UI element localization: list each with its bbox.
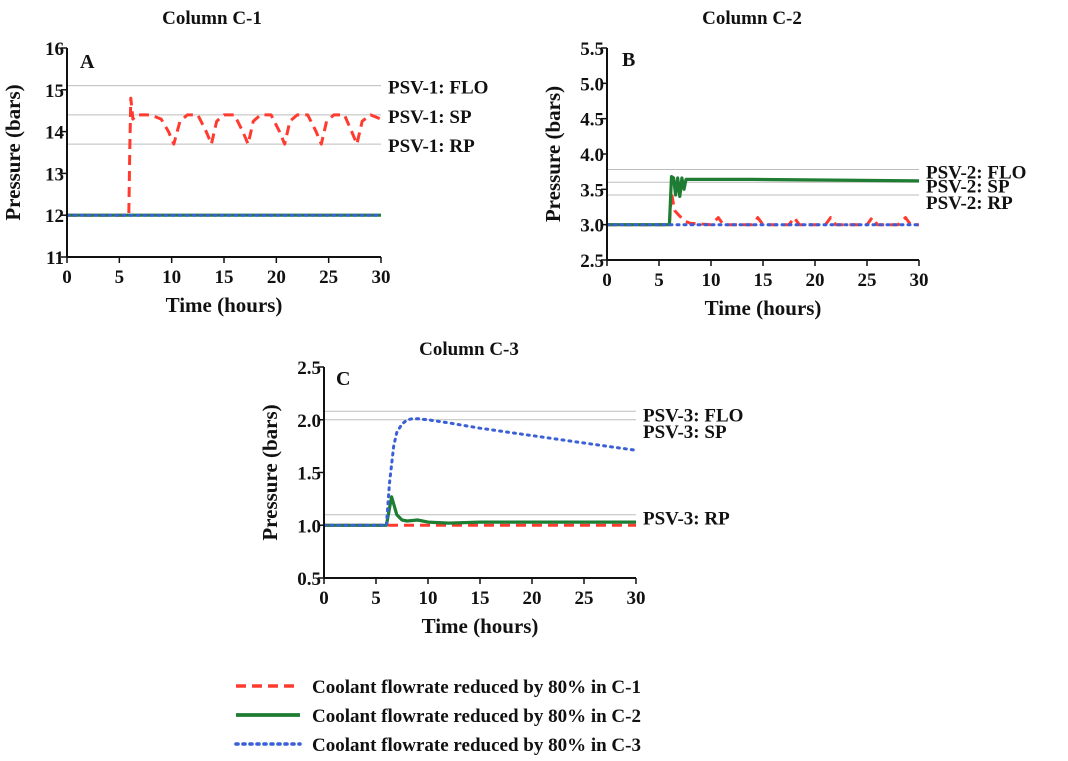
reference-line-label: PSV-1: SP: [388, 107, 472, 128]
x-tick-label: 30: [372, 267, 391, 288]
x-tick-label: 0: [319, 588, 329, 609]
legend-item-c2: Coolant flowrate reduced by 80% in C-2: [236, 706, 641, 727]
y-tick-label: 4.5: [580, 110, 604, 131]
chart-title: Column C-2: [702, 8, 802, 29]
x-tick-label: 30: [627, 588, 646, 609]
reference-line-label: PSV-2: FLO: [926, 163, 1026, 184]
x-tick-label: 0: [62, 267, 72, 288]
y-tick-label: 5.0: [580, 74, 604, 95]
legend: Coolant flowrate reduced by 80% in C-1 Co…: [234, 677, 641, 756]
reference-line-label: PSV-3: SP: [643, 422, 727, 443]
x-axis-label: Time (hours): [422, 614, 539, 638]
reference-line-label: PSV-3: RP: [643, 509, 730, 530]
y-tick-label: 16: [45, 39, 64, 60]
y-tick-label: 11: [46, 248, 64, 269]
x-tick-label: 5: [115, 267, 125, 288]
x-tick-label: 20: [523, 588, 542, 609]
x-tick-label: 10: [419, 588, 438, 609]
x-tick-label: 15: [215, 267, 234, 288]
y-tick-label: 0.5: [297, 569, 321, 590]
legend-label: Coolant flowrate reduced by 80% in C-1: [312, 677, 641, 698]
y-tick-label: 12: [45, 206, 64, 227]
y-tick-label: 1.0: [297, 516, 321, 537]
y-axis-label: Pressure (bars): [258, 404, 282, 540]
y-tick-label: 14: [45, 123, 65, 144]
x-tick-label: 15: [471, 588, 490, 609]
reference-line-label: PSV-1: FLO: [388, 78, 488, 99]
y-axis-label: Pressure (bars): [541, 86, 565, 222]
x-tick-label: 25: [319, 267, 338, 288]
legend-item-c3: Coolant flowrate reduced by 80% in C-3: [234, 735, 641, 756]
x-tick-label: 25: [575, 588, 594, 609]
x-tick-label: 0: [602, 270, 612, 291]
x-axis-label: Time (hours): [166, 293, 283, 317]
reference-line-label: PSV-2: RP: [926, 193, 1013, 214]
legend-label: Coolant flowrate reduced by 80% in C-3: [312, 735, 641, 756]
x-tick-label: 25: [858, 270, 877, 291]
series-line-c1: [607, 191, 919, 227]
y-tick-label: 3.0: [580, 216, 604, 237]
x-tick-label: 10: [702, 270, 721, 291]
y-tick-label: 5.5: [580, 39, 604, 60]
series-line-c2: [607, 175, 920, 227]
chart-panels: Column C-1 PSV-1: FLO PSV-1: SP PSV-1: RP 11…: [1, 8, 1026, 638]
reference-line-label: PSV-1: RP: [388, 136, 475, 157]
panel-letter: A: [80, 51, 95, 73]
y-tick-label: 4.0: [580, 145, 604, 166]
x-tick-label: 20: [806, 270, 825, 291]
panel-letter: B: [622, 49, 635, 71]
reference-line-label: PSV-3: FLO: [643, 405, 743, 426]
y-tick-label: 2.0: [297, 411, 321, 432]
chart-title: Column C-3: [419, 339, 519, 360]
x-tick-label: 30: [910, 270, 929, 291]
x-axis-label: Time (hours): [705, 296, 822, 320]
x-tick-label: 15: [754, 270, 773, 291]
y-tick-label: 2.5: [297, 358, 321, 379]
panel-letter: C: [336, 368, 350, 390]
series-line-c1: [67, 96, 382, 217]
series-line-c2: [324, 495, 636, 527]
chart-title: Column C-1: [162, 8, 262, 29]
chart-panel-a: Column C-1 PSV-1: FLO PSV-1: SP PSV-1: RP 11…: [1, 8, 488, 317]
y-tick-label: 13: [45, 164, 64, 185]
series-line-c3: [322, 417, 638, 527]
y-axis-label: Pressure (bars): [1, 84, 25, 220]
y-tick-label: 2.5: [580, 251, 604, 272]
x-tick-label: 20: [267, 267, 286, 288]
x-tick-label: 5: [371, 588, 381, 609]
reference-line-label: PSV-2: SP: [926, 176, 1010, 197]
legend-label: Coolant flowrate reduced by 80% in C-2: [312, 706, 641, 727]
x-tick-label: 5: [654, 270, 664, 291]
x-tick-label: 10: [162, 267, 181, 288]
y-tick-label: 15: [45, 81, 64, 102]
y-tick-label: 3.5: [580, 180, 604, 201]
legend-item-c1: Coolant flowrate reduced by 80% in C-1: [236, 677, 641, 698]
y-tick-label: 1.5: [297, 464, 321, 485]
